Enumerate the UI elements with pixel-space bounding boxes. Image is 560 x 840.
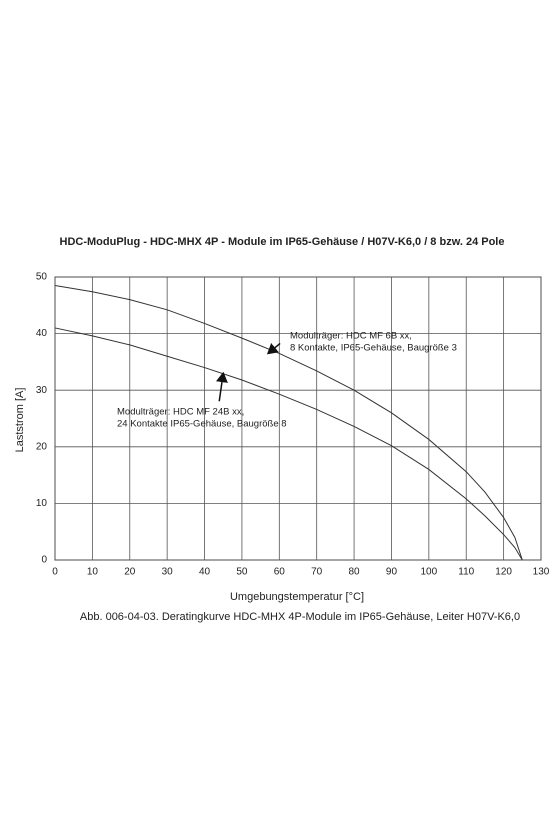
x-tick-label: 130 xyxy=(533,567,550,578)
x-tick-label: 120 xyxy=(495,567,512,578)
annotation: Modulträger: HDC MF 6B xx, xyxy=(290,331,412,342)
y-tick-label: 40 xyxy=(36,328,48,339)
x-tick-label: 20 xyxy=(124,567,136,578)
x-tick-label: 10 xyxy=(87,567,99,578)
caption: Abb. 006-04-03. Deratingkurve HDC-MHX 4P… xyxy=(80,611,520,623)
x-axis-label: Umgebungstemperatur [°C] xyxy=(230,591,364,603)
x-tick-label: 110 xyxy=(458,567,474,578)
series-line xyxy=(54,327,523,561)
x-tick-label: 90 xyxy=(386,567,398,578)
x-tick-label: 60 xyxy=(274,567,286,578)
series-line xyxy=(54,284,523,561)
annotation-arrow xyxy=(266,342,281,355)
x-tick-label: 40 xyxy=(199,567,211,578)
annotation: 8 Kontakte, IP65-Gehäuse, Baugröße 3 xyxy=(290,343,457,354)
x-tick-label: 30 xyxy=(162,567,174,578)
x-tick-label: 50 xyxy=(236,567,248,578)
x-tick-label: 100 xyxy=(421,567,438,578)
annotation: 24 Kontakte IP65-Gehäuse, Baugröße 8 xyxy=(117,419,287,430)
y-axis-label: Laststrom [A] xyxy=(14,388,26,453)
chart-title: HDC-ModuPlug - HDC-MHX 4P - Module im IP… xyxy=(60,236,505,248)
y-tick-label: 30 xyxy=(36,385,48,396)
x-tick-label: 70 xyxy=(311,567,323,578)
annotation: Modulträger: HDC MF 24B xx, xyxy=(117,407,244,418)
x-tick-label: 0 xyxy=(52,567,58,578)
y-tick-label: 50 xyxy=(36,272,48,283)
annotation-arrow xyxy=(216,371,228,402)
y-tick-label: 10 xyxy=(36,498,48,509)
y-tick-label: 20 xyxy=(36,441,48,452)
y-tick-label: 0 xyxy=(41,555,47,566)
x-tick-label: 80 xyxy=(349,567,361,578)
